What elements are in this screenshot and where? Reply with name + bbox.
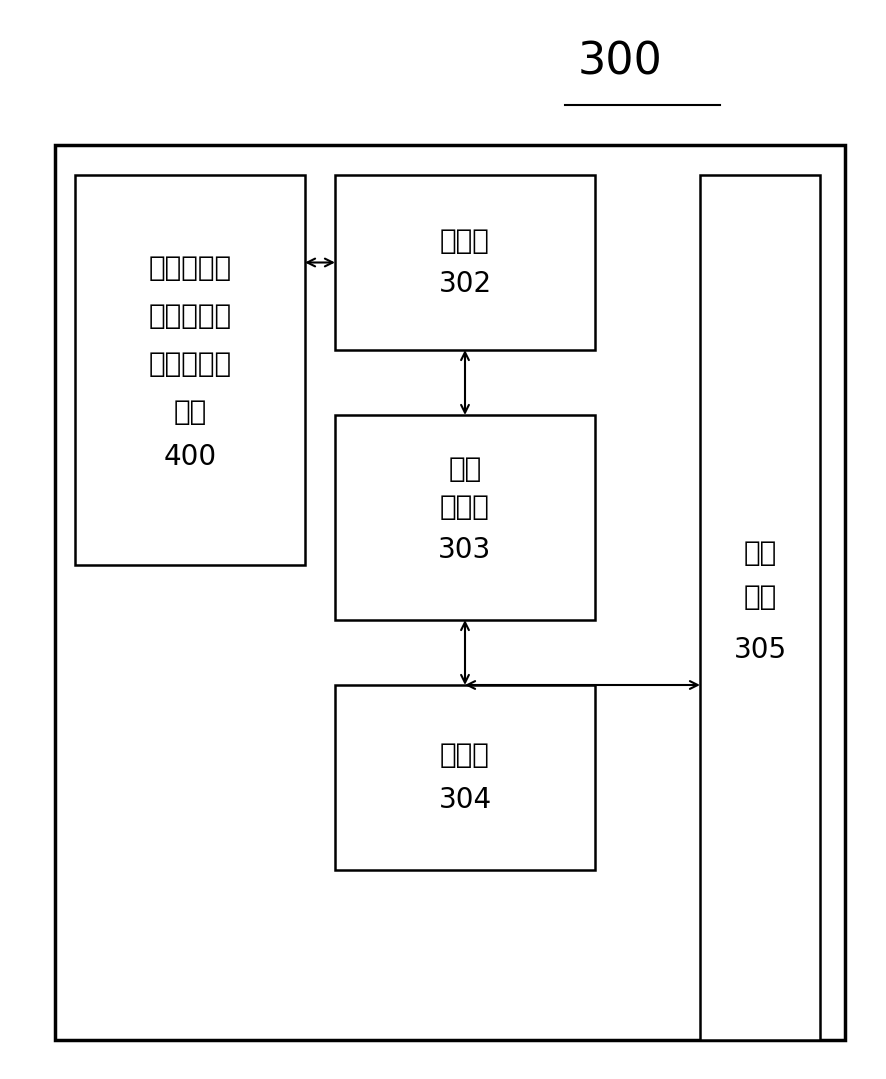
Text: 装置: 装置 (174, 398, 206, 426)
Bar (335, 175, 595, 350)
Bar (335, 685, 595, 870)
Text: 接口: 接口 (743, 584, 777, 612)
Text: 器的手指静: 器的手指静 (149, 302, 231, 330)
Text: 存储: 存储 (448, 455, 482, 483)
Text: 存储器: 存储器 (440, 227, 490, 255)
Text: 305: 305 (734, 636, 787, 664)
Text: 400: 400 (163, 443, 216, 472)
Text: 303: 303 (439, 535, 492, 563)
Bar (700, 175, 820, 1040)
Text: 外设: 外设 (743, 538, 777, 566)
Text: 基于自编码: 基于自编码 (149, 254, 231, 282)
Text: 脉防伪鉴别: 脉防伪鉴别 (149, 350, 231, 378)
Bar (335, 415, 595, 620)
Text: 控制器: 控制器 (440, 493, 490, 521)
Text: 302: 302 (439, 271, 492, 299)
Text: 处理器: 处理器 (440, 741, 490, 769)
Bar (55, 145, 845, 1040)
Bar (75, 175, 305, 565)
Text: 300: 300 (578, 41, 663, 83)
Text: 304: 304 (439, 786, 492, 814)
